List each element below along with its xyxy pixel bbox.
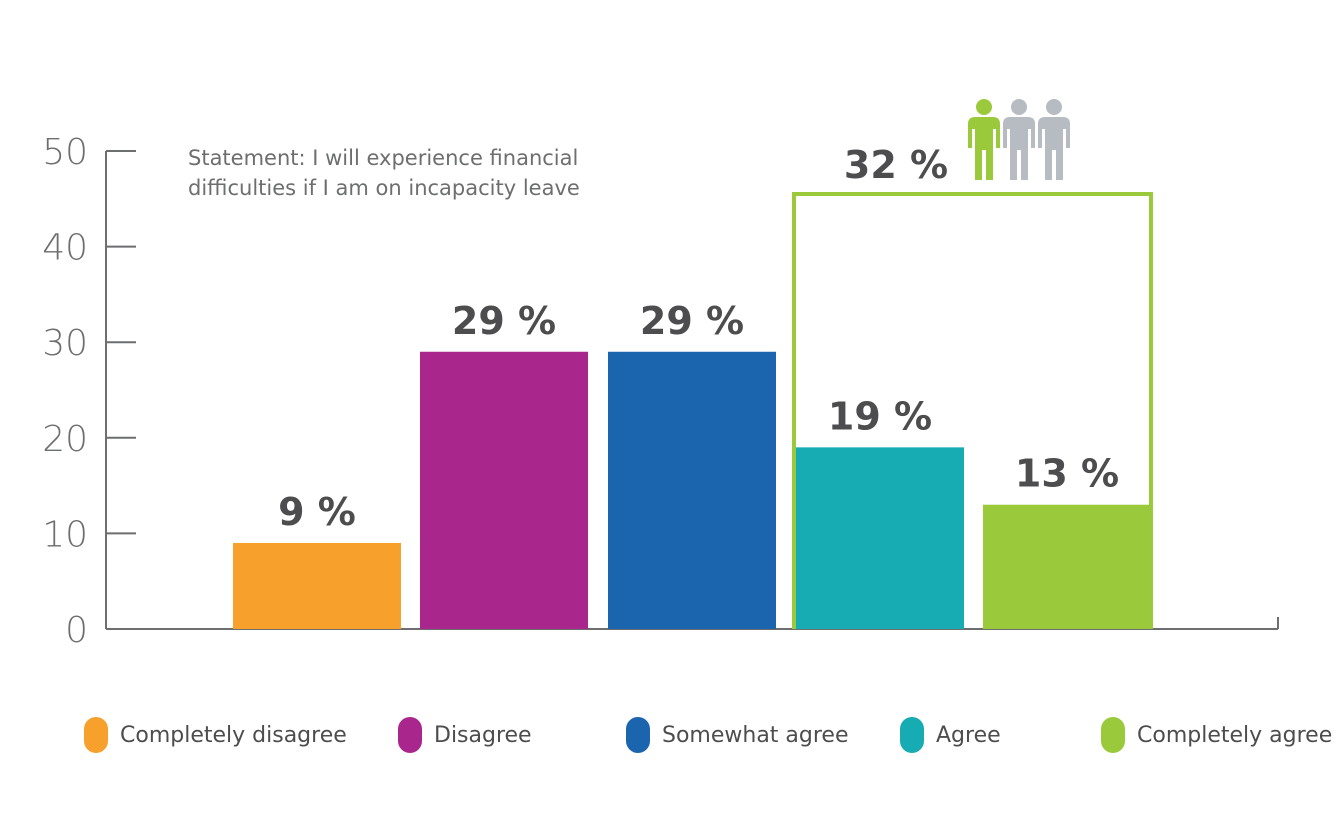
y-tick-label: 20	[42, 419, 88, 460]
legend-swatch-completely-agree	[1101, 717, 1125, 753]
legend-label: Completely disagree	[120, 722, 347, 748]
legend-label: Somewhat agree	[662, 722, 849, 748]
y-tick-label: 0	[65, 610, 88, 651]
person-icon	[1003, 99, 1035, 180]
legend-swatch-somewhat-agree	[626, 717, 650, 753]
y-tick-label: 30	[42, 323, 88, 364]
y-tick-label: 50	[42, 132, 88, 173]
data-label: 13 %	[1015, 452, 1119, 496]
bar-disagree	[420, 351, 588, 629]
bar-agree	[796, 447, 964, 629]
group-highlight-box	[792, 192, 1153, 629]
legend-swatch-agree	[900, 717, 924, 753]
legend-label: Agree	[936, 722, 1001, 748]
legend-swatch-completely-disagree	[84, 717, 108, 753]
legend-swatch-disagree	[398, 717, 422, 753]
y-tick-label: 40	[42, 228, 88, 269]
person-icon	[1038, 99, 1070, 180]
bar-completely-agree	[983, 504, 1151, 629]
legend-label: Disagree	[434, 722, 532, 748]
legend-label: Completely agree	[1137, 722, 1333, 748]
legend-item-disagree: Disagree	[398, 716, 532, 754]
legend-item-agree: Agree	[900, 716, 1001, 754]
group-highlight-label: 32 %	[844, 143, 948, 187]
data-label: 9 %	[278, 490, 356, 534]
people-icon	[968, 99, 1070, 180]
data-label: 29 %	[452, 299, 556, 343]
bar-somewhat-agree	[608, 351, 776, 629]
bar-completely-disagree	[233, 542, 401, 629]
legend: Completely disagree Disagree Somewhat ag…	[0, 716, 1336, 756]
data-label: 19 %	[828, 394, 932, 438]
y-tick-label: 10	[42, 514, 88, 555]
chart-annotation: Statement: I will experience financial d…	[188, 146, 580, 200]
legend-item-somewhat-agree: Somewhat agree	[626, 716, 849, 754]
legend-item-completely-agree: Completely agree	[1101, 716, 1332, 754]
legend-item-completely-disagree: Completely disagree	[84, 716, 347, 754]
person-icon	[968, 99, 1000, 180]
data-label: 29 %	[640, 299, 744, 343]
